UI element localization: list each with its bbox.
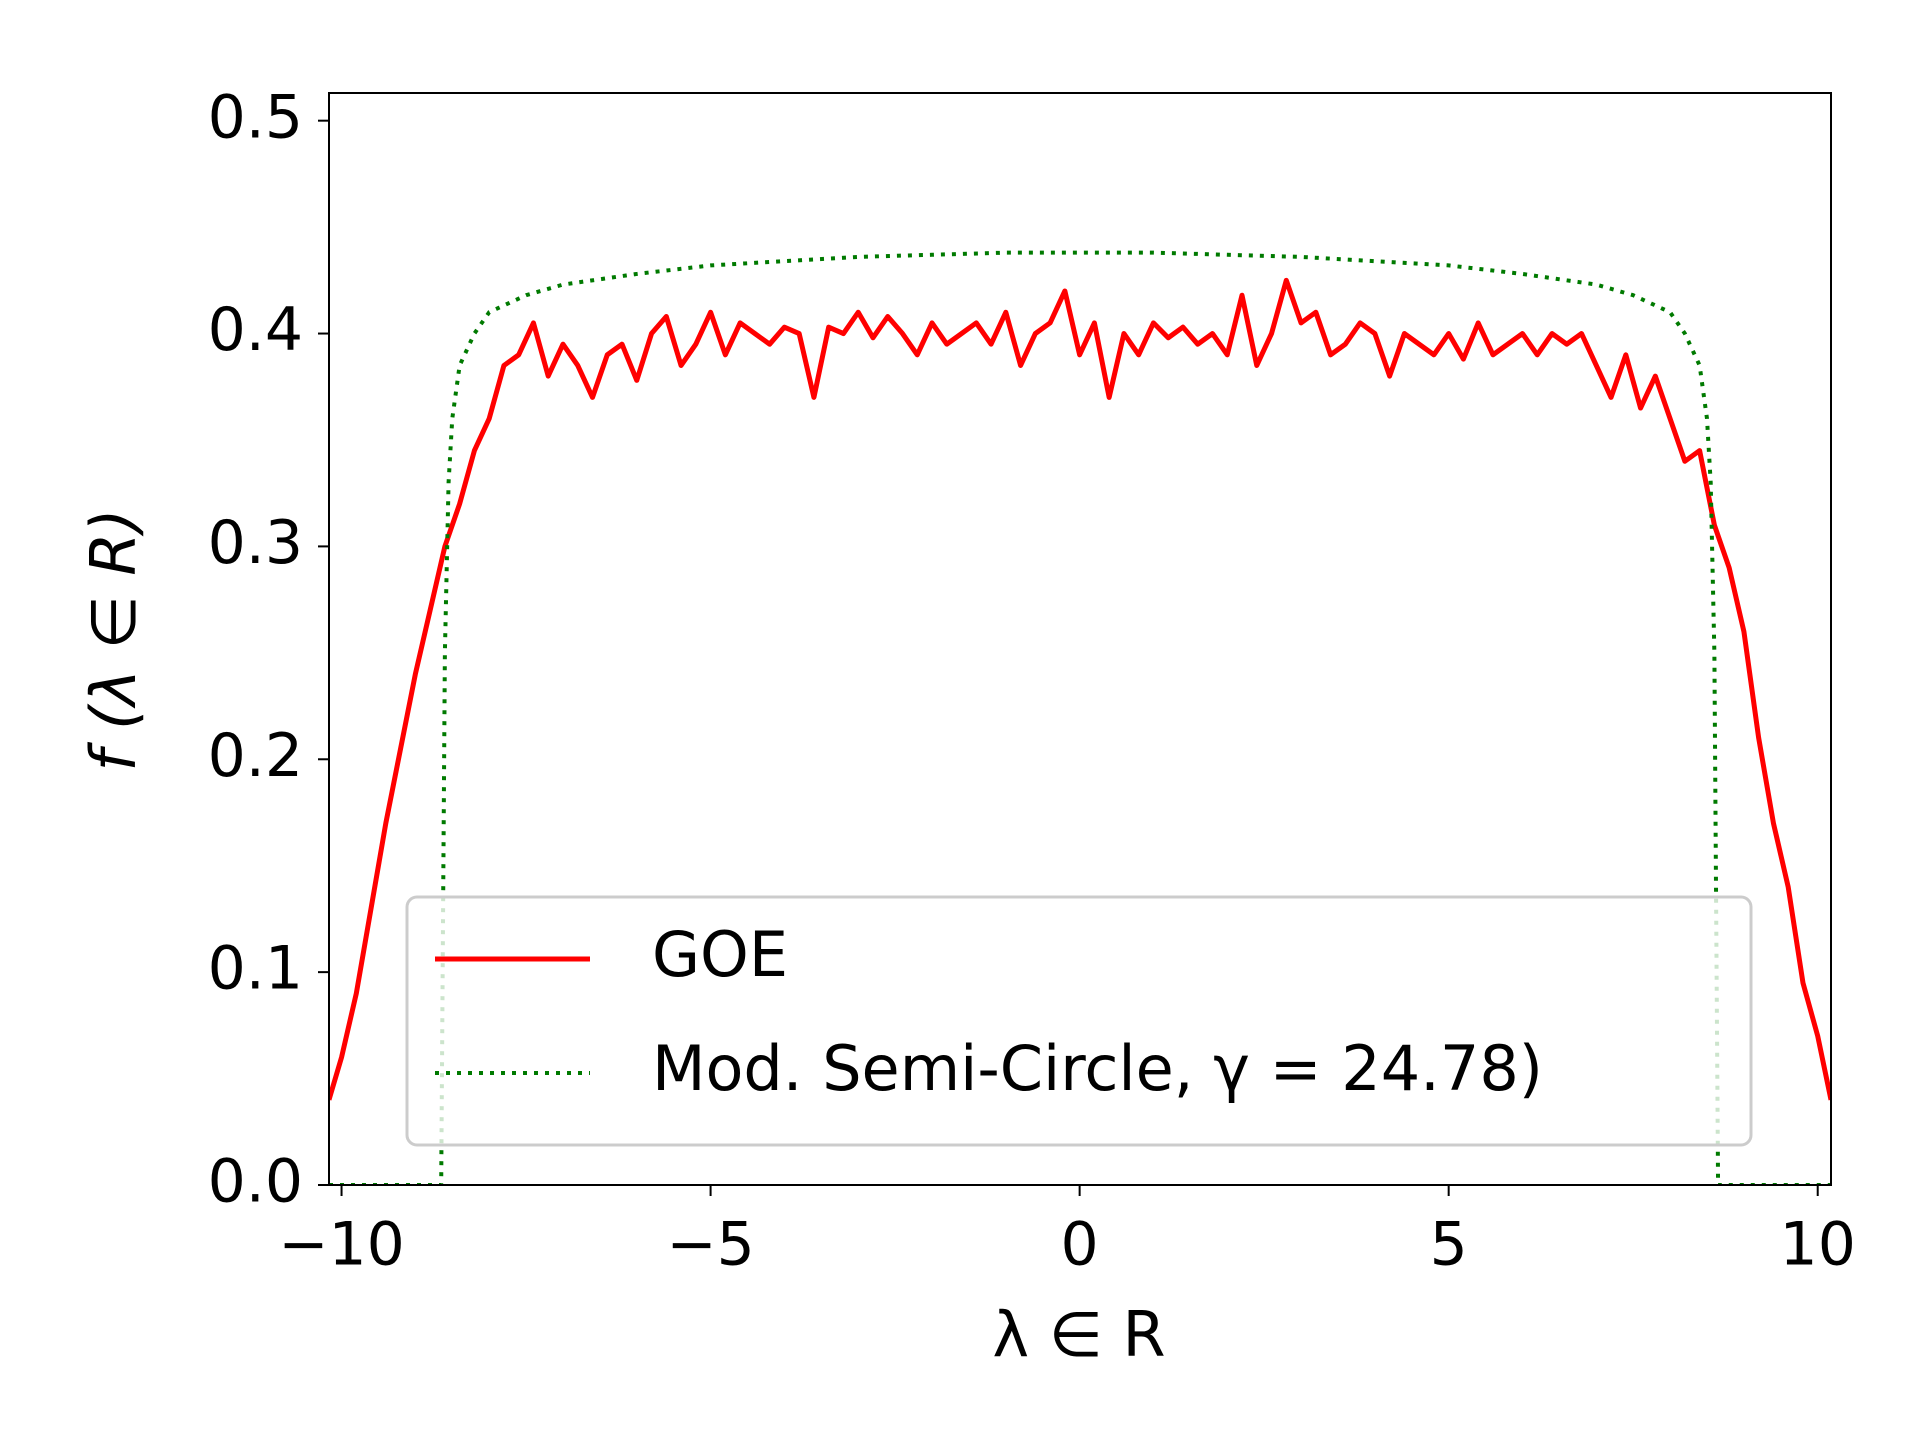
x-tick-label: 5 <box>1430 1210 1468 1280</box>
x-tick-label: −5 <box>666 1210 754 1280</box>
series-line <box>329 250 1831 1185</box>
x-tick-label: 0 <box>1061 1210 1099 1280</box>
plot-area <box>329 250 1831 1185</box>
y-tick-label: 0.5 <box>208 82 303 152</box>
legend-box <box>405 895 1753 1147</box>
y-tick-label: 0.0 <box>208 1147 303 1217</box>
x-tick-label: 10 <box>1780 1210 1856 1280</box>
legend-label: Mod. Semi-Circle, γ = 24.78) <box>652 1032 1543 1105</box>
y-tick-label: 0.4 <box>208 295 303 365</box>
x-tick-label: −10 <box>278 1210 405 1280</box>
y-tick-label: 0.3 <box>208 508 303 578</box>
series-line <box>329 277 1831 1101</box>
legend-label: GOE <box>652 918 788 991</box>
y-tick-label: 0.1 <box>208 934 303 1004</box>
x-axis-label: λ ∈ R <box>992 1298 1165 1371</box>
y-tick-label: 0.2 <box>208 721 303 791</box>
y-axis-label: f (λ ∈ R) <box>77 508 150 771</box>
